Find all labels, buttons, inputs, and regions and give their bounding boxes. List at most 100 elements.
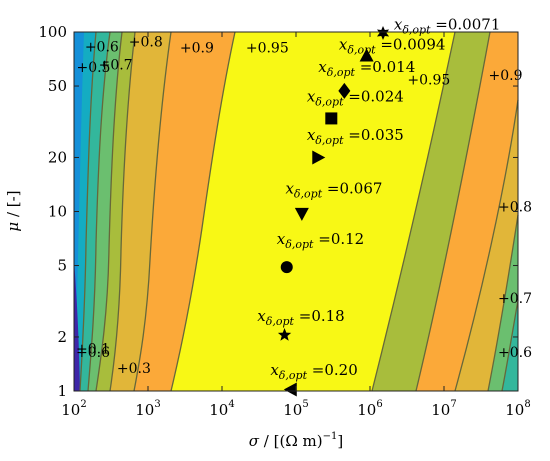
contour-lines	[79, 31, 519, 392]
y-axis-ticks: 1 2 5 10 20 50 100	[38, 23, 518, 400]
optimum-label-var: x	[339, 35, 348, 53]
optimum-label: xδ,opt =0.0071	[394, 16, 501, 37]
x-axis-label-rest: / [(Ω m)	[259, 432, 323, 450]
contour-label: +0.3	[117, 361, 151, 377]
contour-line-0.6-left	[87, 31, 111, 392]
contour-label: +0.5	[76, 60, 110, 76]
contour-line-0.95-left	[170, 31, 236, 392]
x-tick-label: 104	[209, 399, 234, 419]
contour-label: +0.6	[85, 39, 119, 55]
x-tick-base: 10	[357, 401, 376, 419]
optimum-label-value: 0.12	[331, 230, 364, 248]
band-indigo-left	[74, 260, 80, 391]
optimum-label-value: 0.0071	[448, 16, 501, 34]
contour-label: +0.6	[76, 345, 110, 361]
contour-label: +0.7	[99, 57, 133, 73]
contour-label: +0.6	[498, 345, 532, 361]
contour-line-0.7-right	[487, 214, 519, 392]
contour-labels: +0.1 +0.3 +0.5 +0.6 +0.7 +0.8 +0.9 +0.95 +0.95 +0…	[76, 35, 532, 377]
optimum-label-var: x	[318, 58, 327, 76]
x-tick-base: 10	[209, 401, 228, 419]
contour-label: +0.95	[407, 72, 450, 88]
x-tick-exp: 5	[302, 399, 308, 410]
optimum-label: xδ,opt =0.024	[307, 88, 404, 109]
optimum-label-sub: δ,opt	[327, 66, 356, 79]
optimum-label-sub: δ,opt	[347, 43, 376, 56]
x-tick-exp: 6	[376, 399, 382, 410]
y-tick-label: 100	[38, 23, 67, 41]
contour-line-0.9-left	[133, 31, 172, 392]
optimum-label-eq: =	[376, 35, 393, 53]
x-tick-base: 10	[61, 401, 80, 419]
optimum-label-sub: δ,opt	[294, 187, 323, 200]
optimum-label-eq: =	[355, 58, 372, 76]
triangle-down-marker	[294, 207, 309, 221]
optimum-label-value: 0.024	[361, 88, 404, 106]
contour-label: +0.8	[498, 200, 532, 216]
optimum-label-value: 0.067	[339, 179, 382, 197]
y-tick-label: 20	[48, 148, 67, 166]
contour-label: +0.1	[76, 341, 110, 357]
x-axis-label-exp: −1	[323, 431, 338, 442]
optimum-label-var: x	[257, 307, 266, 325]
x-axis-ticks: 102 103 104 105 106 107 108	[61, 32, 531, 419]
plot-area: +0.1 +0.3 +0.5 +0.6 +0.7 +0.8 +0.9 +0.95 +0.95 +0…	[73, 16, 532, 397]
contour-line-0.5-left	[79, 31, 97, 392]
contour-line-0.7-left	[95, 31, 123, 392]
contour-label: +0.7	[498, 291, 532, 307]
triangle-right-marker	[312, 150, 326, 165]
optimum-label-sub: δ,opt	[402, 24, 431, 37]
x-tick-label: 102	[61, 399, 86, 419]
optimum-label: xδ,opt =0.014	[318, 58, 415, 79]
x-tick-label: 105	[283, 399, 308, 419]
optimum-label-value: 0.18	[311, 307, 344, 325]
optimum-label: xδ,opt =0.18	[257, 307, 344, 328]
pentagram-marker	[277, 328, 292, 341]
optimum-label-value: 0.20	[324, 361, 357, 379]
x-axis-label: σ / [(Ω m)−1]	[249, 431, 343, 450]
y-axis-label: μ / [-]	[4, 190, 22, 231]
optimum-label-var: x	[277, 230, 286, 248]
optimum-label-eq: =	[344, 126, 361, 144]
optimum-label-eq: =	[344, 88, 361, 106]
contour-label: +0.95	[246, 40, 289, 56]
optimum-label-sub: δ,opt	[266, 315, 295, 328]
contour-line-0.8-left	[109, 31, 136, 392]
x-axis-label-var: σ	[249, 432, 260, 450]
y-tick-label: 5	[57, 257, 67, 275]
x-tick-base: 10	[135, 401, 154, 419]
x-tick-exp: 2	[80, 399, 86, 410]
optimum-label-eq: =	[294, 307, 311, 325]
y-tick-label: 50	[48, 77, 67, 95]
x-tick-exp: 3	[154, 399, 160, 410]
optimum-label-eq: =	[313, 230, 330, 248]
contour-label: +0.9	[489, 68, 523, 84]
optimum-label: xδ,opt =0.0094	[339, 35, 446, 56]
band-teal-right	[502, 300, 518, 391]
contour-line-0.9-right	[415, 31, 491, 392]
optimum-label-sub: δ,opt	[315, 134, 344, 147]
optimum-label-value: 0.035	[361, 126, 404, 144]
optimum-label-eq: =	[307, 361, 324, 379]
x-tick-exp: 8	[524, 399, 530, 410]
optimum-label-eq: =	[431, 16, 448, 34]
optimum-label-var: x	[307, 126, 316, 144]
optimum-label-var: x	[394, 16, 403, 34]
optimum-label: xδ,opt =0.12	[277, 230, 364, 251]
y-tick-label: 1	[57, 382, 67, 400]
y-axis-label-rest: / [-]	[4, 190, 22, 221]
y-tick-label: 2	[57, 328, 67, 346]
optimum-label: xδ,opt =0.035	[307, 126, 404, 147]
optimum-label-value: 0.014	[372, 58, 415, 76]
x-tick-base: 10	[431, 401, 450, 419]
circle-marker	[280, 261, 293, 274]
contour-line-0.6-right	[501, 299, 519, 392]
optimum-label-var: x	[270, 361, 279, 379]
diamond-marker	[338, 82, 351, 99]
optimum-label-var: x	[285, 179, 294, 197]
contour-label: +0.9	[180, 40, 214, 56]
x-tick-label: 107	[431, 399, 456, 419]
hexagram-marker	[377, 26, 390, 40]
